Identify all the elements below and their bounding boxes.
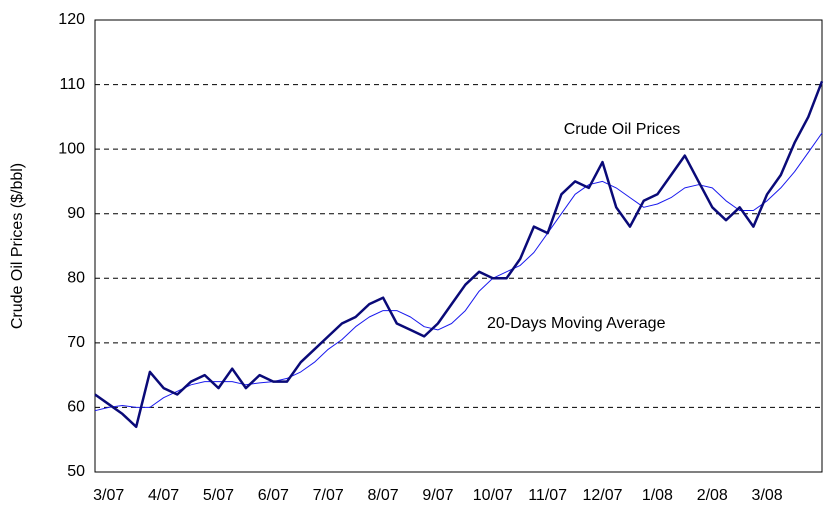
y-tick-label: 80 xyxy=(67,270,85,287)
x-tick-label: 6/07 xyxy=(258,487,289,504)
series-line xyxy=(94,132,823,412)
series-line xyxy=(94,80,824,429)
x-tick-label: 9/07 xyxy=(422,487,453,504)
y-tick-label: 60 xyxy=(67,399,85,416)
y-tick-label: 90 xyxy=(67,205,85,222)
x-tick-label: 3/07 xyxy=(93,487,124,504)
x-tick-label: 3/08 xyxy=(752,487,783,504)
y-tick-label: 120 xyxy=(58,11,85,28)
x-tick-label: 2/08 xyxy=(697,487,728,504)
x-tick-label: 8/07 xyxy=(367,487,398,504)
x-tick-label: 7/07 xyxy=(313,487,344,504)
x-tick-label: 5/07 xyxy=(203,487,234,504)
annotation: 20-Days Moving Average xyxy=(487,315,666,332)
y-tick-label: 110 xyxy=(59,76,85,93)
plot-frame xyxy=(94,19,823,473)
x-tick-label: 10/07 xyxy=(473,487,513,504)
annotation: Crude Oil Prices xyxy=(564,121,680,138)
y-tick-label: 100 xyxy=(58,140,85,157)
x-tick-label: 12/07 xyxy=(583,487,623,504)
x-tick-label: 11/07 xyxy=(528,487,567,504)
y-tick-label: 70 xyxy=(67,334,85,351)
x-tick-label: 4/07 xyxy=(148,487,179,504)
x-tick-label: 1/08 xyxy=(642,487,673,504)
y-axis-label: Crude Oil Prices ($/bbl) xyxy=(9,163,26,329)
y-tick-label: 50 xyxy=(67,463,85,480)
